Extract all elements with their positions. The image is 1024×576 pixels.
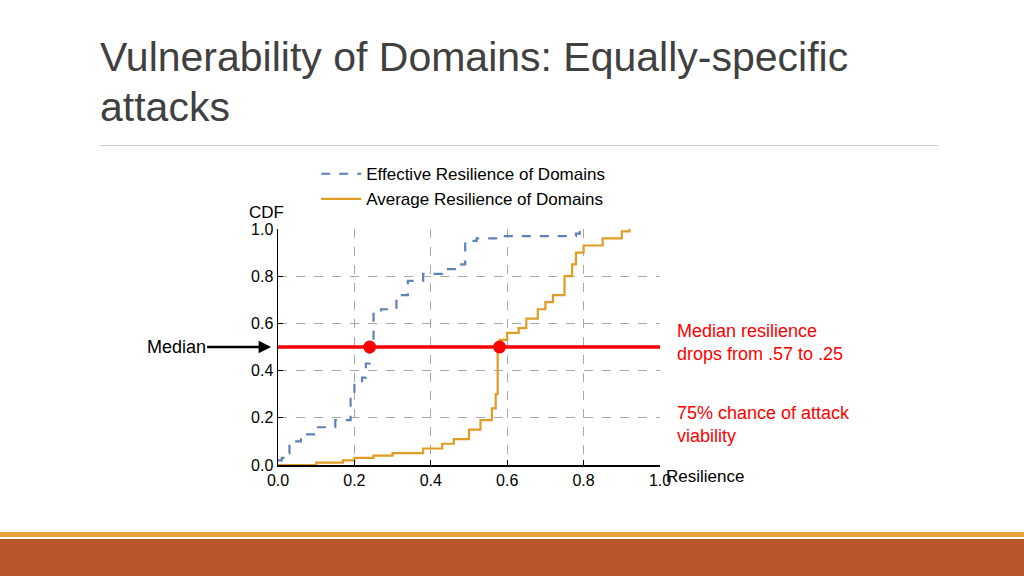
svg-text:Average Resilience of Domains: Average Resilience of Domains xyxy=(366,190,603,209)
svg-text:Effective Resilience of Domain: Effective Resilience of Domains xyxy=(366,165,605,184)
svg-text:CDF: CDF xyxy=(249,203,284,222)
svg-text:75% chance of attackviability: 75% chance of attackviability xyxy=(677,403,850,446)
html-text:Vulnerability of Domains: Equa: Vulnerability of Domains: Equally-specif… xyxy=(100,34,849,130)
svg-text:0.0: 0.0 xyxy=(251,457,273,474)
svg-text:0.8: 0.8 xyxy=(572,472,594,489)
svg-text:Median: Median xyxy=(147,337,206,357)
svg-text:1.0: 1.0 xyxy=(649,472,671,489)
svg-text:0.6: 0.6 xyxy=(251,315,273,332)
svg-text:0.2: 0.2 xyxy=(343,472,365,489)
svg-text:0.8: 0.8 xyxy=(251,268,273,285)
svg-text:Median resiliencedrops from .5: Median resiliencedrops from .57 to .25 xyxy=(677,321,843,364)
svg-text:0.6: 0.6 xyxy=(496,472,518,489)
svg-text:Resilience: Resilience xyxy=(666,467,744,486)
svg-text:0.4: 0.4 xyxy=(420,472,442,489)
svg-text:1.0: 1.0 xyxy=(251,221,273,238)
svg-text:0.2: 0.2 xyxy=(251,409,273,426)
svg-text:0.0: 0.0 xyxy=(267,472,289,489)
svg-text:0.4: 0.4 xyxy=(251,362,273,379)
